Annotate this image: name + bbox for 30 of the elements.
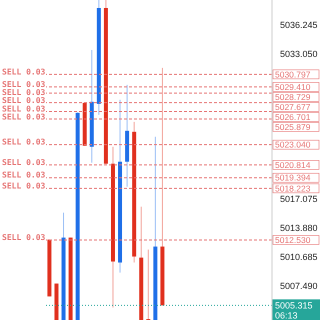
y-tick-label: 5007.490 bbox=[280, 280, 318, 291]
y-tick-label: 5017.075 bbox=[280, 194, 318, 204]
text: SELL 0.03 bbox=[2, 104, 46, 114]
text: SELL 0.03 bbox=[2, 181, 46, 190]
ref-line-label: 5018.223 bbox=[275, 183, 311, 194]
ref-line-label: 5030.797 bbox=[275, 69, 311, 80]
text: SELL 0.03 bbox=[2, 170, 46, 180]
ref-line-label: 5023.040 bbox=[275, 140, 311, 150]
ref-line-label: 5029.410 bbox=[275, 82, 311, 92]
text: SELL 0.03 bbox=[2, 67, 46, 76]
text: SELL 0.03 bbox=[2, 96, 46, 105]
ref-line-label: 5005.315 bbox=[275, 300, 313, 310]
ref-line-label: 5027.677 bbox=[275, 102, 311, 112]
text: SELL 0.03 bbox=[2, 232, 46, 242]
ref-line-label: 5026.701 bbox=[275, 112, 311, 122]
text: SELL 0.03 bbox=[2, 112, 46, 122]
ref-line-label: 5028.729 bbox=[275, 92, 311, 102]
text: SELL 0.03 bbox=[2, 88, 46, 97]
y-tick-label: 5013.880 bbox=[280, 222, 318, 233]
ref-line-label: 5025.879 bbox=[275, 122, 311, 132]
text: SELL 0.03 bbox=[2, 80, 46, 89]
y-tick-label: 5033.050 bbox=[280, 49, 318, 60]
y-tick-label: 5036.245 bbox=[280, 20, 318, 30]
ref-line-label: 5020.814 bbox=[275, 160, 311, 170]
ref-line-label: 5012.530 bbox=[275, 234, 311, 245]
y-tick-label: 5010.685 bbox=[280, 252, 318, 262]
text: 06:13 bbox=[275, 310, 298, 320]
text: SELL 0.03 bbox=[2, 138, 46, 147]
text: SELL 0.03 bbox=[2, 158, 46, 167]
ref-line-label: 5019.394 bbox=[275, 172, 311, 183]
